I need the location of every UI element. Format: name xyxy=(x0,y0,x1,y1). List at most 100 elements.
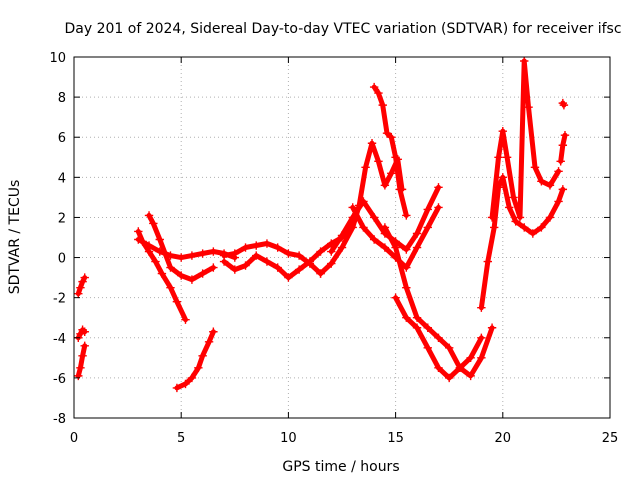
data-point xyxy=(316,269,325,278)
data-point xyxy=(209,327,218,336)
y-axis-label: SDTVAR / TECUs xyxy=(7,180,23,295)
series-17 xyxy=(558,98,569,110)
y-tick-label: 8 xyxy=(58,91,66,106)
data-point xyxy=(380,223,390,232)
data-point xyxy=(284,273,293,282)
data-point xyxy=(369,213,379,222)
y-tick-label: -4 xyxy=(53,332,66,347)
data-point xyxy=(423,323,432,332)
data-point xyxy=(378,100,387,110)
series-6 xyxy=(172,327,218,393)
data-point xyxy=(327,247,336,256)
data-point xyxy=(423,343,432,353)
series-1 xyxy=(74,325,89,342)
data-point xyxy=(273,263,282,272)
y-tick-label: -6 xyxy=(53,372,66,387)
data-point xyxy=(367,139,377,148)
data-point xyxy=(558,141,568,150)
data-point xyxy=(241,261,250,270)
data-point xyxy=(134,227,143,236)
data-point xyxy=(528,229,538,238)
data-point xyxy=(177,253,186,262)
plot-frame xyxy=(73,56,611,419)
data-point xyxy=(294,265,304,274)
data-point xyxy=(391,293,400,302)
data-point xyxy=(487,213,497,222)
x-tick-label: 15 xyxy=(387,431,404,446)
data-point xyxy=(412,243,422,252)
data-point xyxy=(477,333,486,342)
data-point xyxy=(187,251,197,260)
data-point xyxy=(412,323,422,332)
data-point xyxy=(151,257,160,266)
data-point xyxy=(327,259,336,268)
data-point xyxy=(498,127,507,136)
data-point xyxy=(144,211,154,220)
data-point xyxy=(294,251,304,260)
series-18 xyxy=(556,131,570,166)
series-trace xyxy=(489,58,561,220)
data-point xyxy=(187,373,197,383)
data-point xyxy=(391,243,400,252)
y-tick-label: -2 xyxy=(53,292,66,307)
data-point xyxy=(172,297,182,306)
series-trace xyxy=(382,225,495,379)
data-point xyxy=(545,213,555,222)
series-trace xyxy=(135,237,238,261)
data-point xyxy=(387,169,396,178)
data-point xyxy=(554,197,563,206)
y-tick-label: 10 xyxy=(49,51,66,66)
data-point xyxy=(402,313,411,322)
series-16 xyxy=(487,56,563,222)
data-point xyxy=(505,203,514,212)
data-point xyxy=(348,223,357,232)
data-point xyxy=(445,373,454,383)
y-tick-label: 6 xyxy=(58,131,66,146)
x-tick-label: 0 xyxy=(70,431,78,446)
data-point xyxy=(374,157,383,166)
data-point xyxy=(262,257,272,266)
data-point xyxy=(434,203,443,212)
data-point xyxy=(545,181,555,190)
data-point xyxy=(230,265,239,274)
data-point xyxy=(434,363,443,373)
data-point xyxy=(402,283,411,292)
data-point xyxy=(198,249,207,258)
series-0 xyxy=(74,273,89,298)
series-trace xyxy=(174,329,216,391)
x-tick-label: 5 xyxy=(177,431,185,446)
data-point xyxy=(402,245,411,254)
data-point xyxy=(273,243,282,252)
data-point xyxy=(455,363,465,373)
data-point xyxy=(359,197,368,206)
series-trace xyxy=(221,241,324,277)
y-tick-label: 0 xyxy=(58,252,66,267)
data-point xyxy=(157,269,167,278)
data-point xyxy=(382,129,392,138)
grid xyxy=(74,57,610,418)
data-point xyxy=(490,223,499,232)
data-point xyxy=(423,205,432,214)
data-point xyxy=(316,247,325,256)
data-point xyxy=(434,183,443,192)
data-point xyxy=(166,263,175,272)
data-point xyxy=(402,263,411,272)
series-trace xyxy=(318,140,405,277)
data-point xyxy=(509,193,518,202)
data-point xyxy=(361,163,370,172)
data-point xyxy=(252,251,261,260)
data-point xyxy=(181,315,190,324)
y-tick-label: 2 xyxy=(58,211,66,226)
series-trace xyxy=(371,84,409,218)
data-point xyxy=(412,229,422,238)
chart-title: Day 201 of 2024, Sidereal Day-to-day VTE… xyxy=(64,21,621,37)
x-tick-label: 25 xyxy=(602,431,619,446)
y-tick-label: -8 xyxy=(53,412,66,427)
data-point xyxy=(524,102,533,112)
series-group xyxy=(74,56,570,393)
data-point xyxy=(198,351,207,361)
data-point xyxy=(149,219,158,228)
data-point xyxy=(348,203,357,212)
series-4 xyxy=(144,211,218,284)
